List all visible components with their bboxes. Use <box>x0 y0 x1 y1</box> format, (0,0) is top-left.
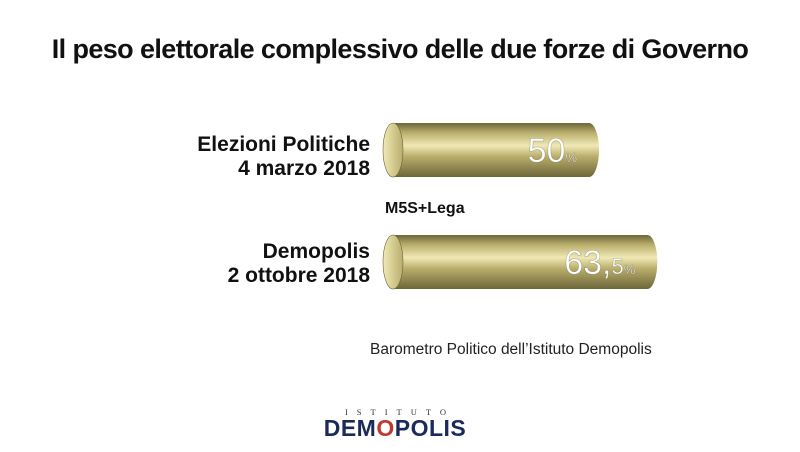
row-label-line: 2 ottobre 2018 <box>227 264 370 287</box>
row-label-line: Elezioni Politiche <box>197 133 370 156</box>
series-label: M5S+Lega <box>385 200 465 217</box>
logo-small-text: ISTITUTO <box>344 407 456 417</box>
demopolis-logo: ISTITUTO DEMOPOLIS <box>300 407 490 441</box>
bar-end-cap <box>382 122 404 178</box>
row-label-elezioni: Elezioni Politiche 4 marzo 2018 <box>197 133 370 181</box>
bar-body <box>383 235 658 289</box>
row-label-line: Demopolis <box>262 240 370 263</box>
value-label: 50% <box>528 132 578 170</box>
bar-body <box>383 123 599 177</box>
row-label-line: 4 marzo 2018 <box>238 157 370 180</box>
value-label: 63,5% <box>564 244 636 282</box>
bar-end-cap <box>382 234 404 290</box>
row-label-demopolis: Demopolis 2 ottobre 2018 <box>228 240 370 288</box>
bar: 63,5% <box>382 234 658 290</box>
logo-main-text: DEMOPOLIS <box>323 415 467 441</box>
chart-title: Il peso elettorale complessivo delle due… <box>51 34 749 64</box>
bar: 50% <box>382 122 599 178</box>
source-note: Barometro Politico dell’Istituto Demopol… <box>370 341 652 358</box>
